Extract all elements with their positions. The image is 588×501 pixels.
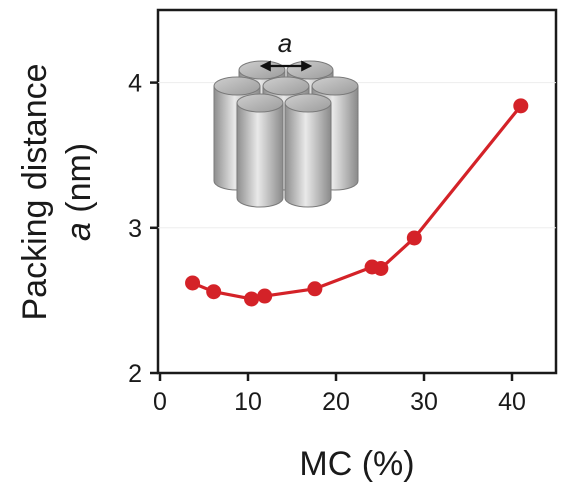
x-tick-label: 20	[322, 388, 350, 416]
y-tick-label: 2	[128, 360, 142, 388]
cylinder-packing-icon	[213, 60, 359, 208]
x-axis-label: MC (%)	[299, 445, 414, 483]
x-tick-label: 10	[234, 388, 262, 416]
data-point	[406, 230, 422, 246]
x-tick-label: 0	[153, 388, 167, 416]
y-tick-label: 3	[128, 215, 142, 243]
y-axis-label-line1: Packing distance	[16, 63, 54, 320]
y-axis-ticks: 2 3 4	[128, 70, 158, 388]
x-tick-label: 40	[498, 388, 526, 416]
data-point	[307, 281, 323, 297]
data-point	[373, 260, 389, 276]
cylinder-shape	[284, 93, 332, 208]
plot-frame	[156, 8, 558, 375]
data-point	[185, 275, 201, 291]
y-axis-label: Packing distance a (nm)	[16, 63, 98, 320]
data-point	[257, 288, 273, 304]
data-point	[206, 284, 222, 300]
x-axis-ticks: 0 10 20 30 40	[153, 373, 526, 416]
y-tick-label: 4	[128, 70, 142, 98]
x-tick-label: 30	[410, 388, 438, 416]
y-axis-label-line2: a (nm)	[60, 143, 98, 241]
cylinder-shape	[236, 93, 284, 208]
data-point	[244, 291, 260, 307]
inset-distance-label: a	[278, 28, 292, 58]
data-point	[513, 98, 529, 114]
y-axis-label-unit: (nm)	[60, 143, 98, 222]
y-axis-label-variable: a	[60, 222, 98, 241]
series-layer	[185, 98, 529, 307]
